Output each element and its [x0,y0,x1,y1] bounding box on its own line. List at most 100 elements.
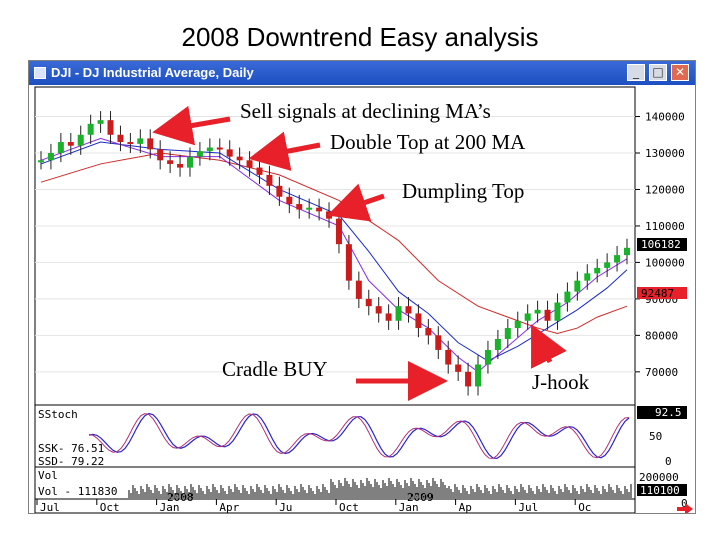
price-candle [326,211,333,219]
stoch-tick-0: 0 [665,455,672,468]
y-tick-label: 110000 [645,220,685,233]
price-candle [226,149,233,157]
price-candle [465,371,472,387]
last-price-label: 106182 [641,238,681,251]
window-titlebar[interactable]: DJI - DJ Industrial Average, Daily _ □ ✕ [29,61,695,85]
stochastics-panel [34,404,636,468]
price-candle [137,138,144,144]
price-candle [564,291,571,303]
x-tick-label: Oc [578,501,591,513]
price-candle [177,163,184,168]
price-candle [38,160,44,163]
price-candle [216,147,223,150]
price-candle [186,156,193,168]
price-candle [157,149,164,161]
price-candle [584,273,591,281]
price-candle [504,328,511,339]
price-candle [236,156,243,161]
close-button[interactable]: ✕ [671,64,689,81]
y-tick-label: 140000 [645,111,685,124]
price-candle [77,134,84,146]
last-price-box [637,238,687,251]
ma-price-label: 92487 [641,287,674,300]
x-tick-label: Jul [518,501,538,513]
x-tick-label: Ju [279,501,292,513]
price-candle [147,138,154,150]
y-tick-label: 100000 [645,256,685,269]
price-candle [624,247,630,256]
price-candle [614,255,621,263]
price-candle [365,298,372,307]
price-candle [296,204,303,210]
price-candle [107,120,114,135]
volume-label: Vol [38,469,58,482]
x-tick-label: Jul [40,501,60,513]
price-panel [34,86,636,406]
maximize-button[interactable]: □ [649,64,667,81]
x-tick-label: Jan [399,501,419,513]
x-tick-label: Oct [100,501,120,513]
price-candle [395,306,402,321]
stoch-d-line [88,412,630,459]
vol-last-value: 110100 [640,484,680,497]
price-candle [554,302,561,321]
price-candle [286,196,293,205]
y-tick-label: 120000 [645,183,685,196]
price-candle [405,306,412,314]
price-candle [117,134,124,143]
price-candle [385,313,392,321]
price-candle [375,306,382,314]
y-tick-label: 70000 [645,366,678,379]
price-candle [266,174,273,186]
price-candle [355,280,362,299]
y-tick-label: 80000 [645,329,678,342]
price-candle [206,147,213,152]
x-tick-label: Ap [459,501,472,513]
x-tick-label: Oct [339,501,359,513]
vol-tick-top: 200000 [639,471,679,484]
price-candle [316,207,323,212]
minimize-button[interactable]: _ [627,64,645,81]
price-candle [425,328,432,336]
price-grid [35,116,635,373]
slide-title: 2008 Downtrend Easy analysis [181,22,539,52]
chart-canvas: 1400001300001200001100001000009000080000… [34,86,693,513]
price-candle [455,364,462,372]
price-candle [435,335,442,350]
price-candle [494,339,501,350]
year-label-2009: 2009 [407,491,434,504]
price-candle [514,320,521,329]
chart-window: DJI - DJ Industrial Average, Daily _ □ ✕… [28,60,696,514]
price-candle [127,142,134,145]
scroll-right-arrow-icon[interactable] [677,503,693,513]
price-candle [97,120,104,124]
price-candle [475,364,482,387]
price-candle [574,280,581,292]
price-candle [67,142,74,146]
ssd-readout: SSD- 79.22 [38,455,104,468]
price-candle [87,123,94,135]
ssk-readout: SSK- 76.51 [38,442,104,455]
price-candle [57,142,64,153]
stoch-last-box [637,406,687,419]
stoch-last-value: 92.5 [655,406,682,419]
price-candle [524,313,531,321]
price-candle [415,313,422,329]
chart-app-icon [34,67,46,79]
x-tick-label: Jan [160,501,180,513]
price-candle [246,160,253,168]
price-candle [196,151,203,157]
price-candle [484,349,491,365]
stoch-tick-50: 50 [649,430,662,443]
price-candle [345,244,352,281]
x-axis-strip [34,498,636,513]
x-tick-label: Apr [219,501,239,513]
price-candle [256,167,263,175]
time-x-axis: Jul Oct Jan Apr Ju Oct Jan Ap Jul Oc [36,499,591,513]
window-title: DJI - DJ Industrial Average, Daily [51,65,254,80]
price-candle [167,160,174,164]
price-candle [276,185,283,197]
price-candle [604,262,611,268]
price-candle [445,349,452,365]
year-label-2008: 2008 [167,491,194,504]
